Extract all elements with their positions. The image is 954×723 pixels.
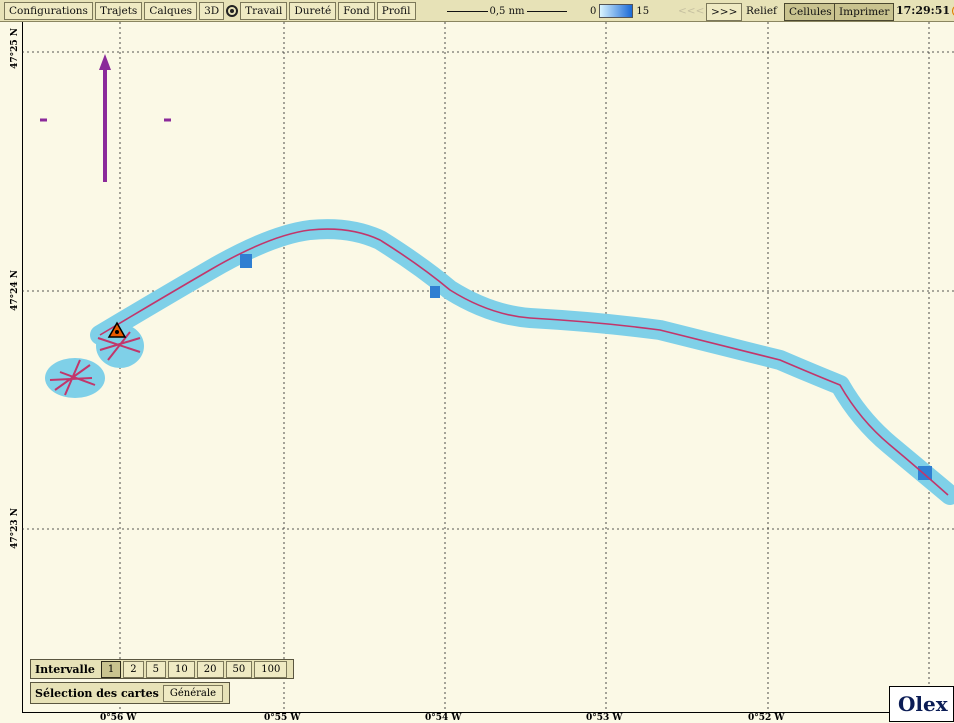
configurations-button[interactable]: Configurations xyxy=(4,1,93,20)
track-centerline xyxy=(99,228,949,496)
interval-option-100[interactable]: 100 xyxy=(254,660,288,678)
chart-selection-button[interactable]: Générale xyxy=(162,684,223,702)
interval-panel: Intervalle 1 2 5 10 20 50 100 xyxy=(30,659,295,679)
lon-label-54: 0°54 W xyxy=(425,713,462,723)
olex-logo: Olex xyxy=(889,686,954,722)
clock-group: 17:29:51 xyxy=(890,4,954,17)
scale-label: 0,5 nm xyxy=(489,5,525,17)
grid xyxy=(22,22,954,712)
calques-button[interactable]: Calques xyxy=(144,1,198,20)
lon-label-55: 0°55 W xyxy=(264,713,301,723)
travail-button[interactable]: Travail xyxy=(240,1,288,20)
interval-label: Intervalle xyxy=(35,662,95,676)
vessel-center-icon xyxy=(115,330,119,334)
durete-button[interactable]: Dureté xyxy=(289,1,337,20)
cellules-button[interactable]: Cellules xyxy=(784,3,837,21)
scale-bar: 0,5 nm xyxy=(447,5,568,17)
top-toolbar: Configurations Trajets Calques 3D Travai… xyxy=(0,0,954,22)
trajets-button[interactable]: Trajets xyxy=(94,1,143,20)
interval-option-20[interactable]: 20 xyxy=(196,660,224,678)
target-icon[interactable] xyxy=(226,4,239,17)
interval-option-50[interactable]: 50 xyxy=(225,660,253,678)
survey-track xyxy=(45,219,954,505)
deep-patch-1 xyxy=(240,254,252,268)
interval-option-2[interactable]: 2 xyxy=(123,660,144,678)
track-cluster-2 xyxy=(97,331,141,361)
profil-button[interactable]: Profil xyxy=(376,1,416,20)
track-cluster-1 xyxy=(49,359,96,396)
3d-button[interactable]: 3D xyxy=(199,1,225,20)
depth-min-label: 0 xyxy=(590,5,597,17)
vessel-marker[interactable] xyxy=(107,321,127,338)
deep-patch-2 xyxy=(430,286,440,298)
chart-selection-label: Sélection des cartes xyxy=(35,686,159,700)
lon-label-56: 0°56 W xyxy=(100,713,137,723)
interval-option-5[interactable]: 5 xyxy=(145,660,167,678)
deep-patch-3 xyxy=(918,466,932,480)
interval-option-1[interactable]: 1 xyxy=(100,660,122,678)
interval-option-10[interactable]: 10 xyxy=(168,660,195,678)
depth-legend: 0 15 xyxy=(590,4,649,18)
scale-line-left xyxy=(447,10,488,12)
north-arrow xyxy=(40,54,171,182)
clock-text: 17:29:51 xyxy=(896,4,951,17)
lon-label-53: 0°53 W xyxy=(586,713,623,723)
nav-back-button[interactable]: <<< xyxy=(678,4,705,17)
relief-button[interactable]: Relief xyxy=(746,4,777,17)
depth-max-label: 15 xyxy=(636,5,650,17)
scale-line-right xyxy=(526,10,568,12)
track-coverage xyxy=(90,219,954,505)
lon-label-52: 0°52 W xyxy=(748,713,785,723)
north-arrow-head-icon xyxy=(99,54,111,70)
chart-canvas[interactable] xyxy=(0,22,954,712)
chart-selection-panel: Sélection des cartes Générale xyxy=(30,682,230,704)
nav-forward-button[interactable]: >>> xyxy=(706,3,743,21)
imprimer-button[interactable]: Imprimer xyxy=(834,3,895,21)
longitude-ruler: 0°56 W 0°55 W 0°54 W 0°53 W 0°52 W xyxy=(22,712,954,723)
latitude-ruler: 47°25 N 47°24 N 47°23 N xyxy=(10,22,23,712)
fond-button[interactable]: Fond xyxy=(338,1,375,20)
depth-gradient xyxy=(599,4,634,18)
